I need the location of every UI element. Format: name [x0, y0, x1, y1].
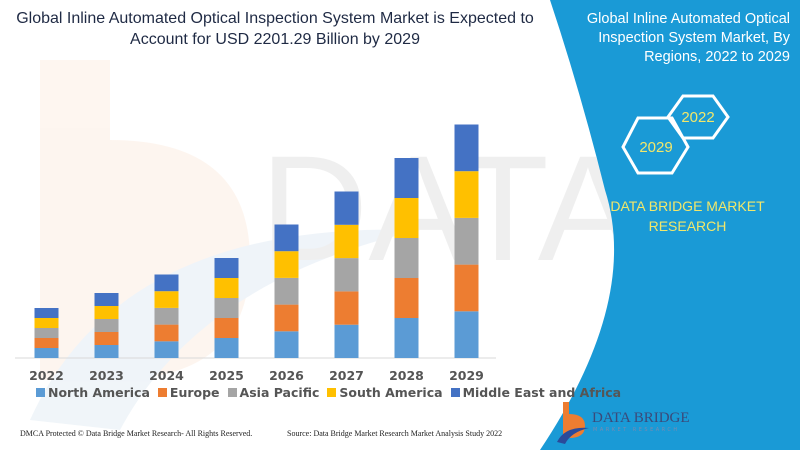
legend-item: South America	[327, 385, 443, 400]
bar-segment-2026-south-america	[274, 251, 299, 278]
hex-year-2022: 2022	[681, 109, 714, 126]
x-tick-label: 2025	[209, 368, 244, 383]
bar-segment-2024-south-america	[154, 291, 179, 308]
hex-badge-2029	[621, 116, 690, 175]
bar-segment-2022-south-america	[34, 318, 59, 328]
bar-segment-2029-south-america	[454, 171, 479, 218]
chart-title: Global Inline Automated Optical Inspecti…	[16, 10, 534, 48]
logo-text: DATA BRIDGE	[592, 410, 690, 426]
bar-segment-2024-north-america	[154, 341, 179, 358]
logo-subtext: MARKET RESEARCH	[593, 427, 680, 433]
legend-item: North America	[36, 385, 150, 400]
chart-legend: North America Europe Asia Pacific South Ame…	[36, 385, 621, 400]
x-tick-label: 2026	[269, 368, 304, 383]
bar-segment-2027-europe	[334, 291, 359, 325]
bar-segment-2029-asia-pacific	[454, 217, 479, 265]
bar-segment-2022-asia-pacific	[34, 328, 59, 338]
brand-text: DATA BRIDGE MARKET RESEARCH	[610, 198, 765, 234]
legend-label: North America	[48, 385, 150, 400]
bar-segment-2023-europe	[94, 332, 119, 345]
bar-segment-2022-north-america	[34, 348, 59, 358]
bar-segment-2024-europe	[154, 324, 179, 342]
legend-swatch	[450, 388, 460, 397]
bar-segment-2026-middle-east-and-africa	[274, 224, 299, 252]
side-panel-title: Global Inline Automated Optical Inspecti…	[586, 11, 790, 65]
x-tick-label: 2027	[329, 368, 364, 383]
legend-swatch	[36, 388, 45, 397]
bar-segment-2027-asia-pacific	[334, 258, 359, 292]
legend-item: Asia Pacific	[227, 385, 320, 400]
bar-segment-2023-north-america	[94, 345, 119, 358]
bar-segment-2025-south-america	[214, 278, 239, 298]
bar-segment-2029-middle-east-and-africa	[454, 124, 479, 172]
bar-segment-2028-europe	[394, 278, 419, 318]
legend-swatch	[157, 388, 167, 397]
x-tick-label: 2029	[449, 368, 484, 383]
bar-segment-2025-europe	[214, 318, 239, 338]
x-tick-label: 2022	[29, 368, 64, 383]
legend-label: Asia Pacific	[239, 385, 320, 400]
side-panel	[540, 0, 800, 450]
bar-segment-2025-north-america	[214, 338, 239, 358]
bar-segment-2023-asia-pacific	[94, 319, 119, 332]
bar-segment-2026-north-america	[274, 331, 299, 358]
bar-segment-2027-south-america	[334, 224, 359, 259]
bar-segment-2024-asia-pacific	[154, 307, 179, 325]
bar-segment-2026-asia-pacific	[274, 277, 299, 305]
data-bridge-logo-icon	[557, 402, 589, 444]
bar-segment-2025-asia-pacific	[214, 298, 239, 318]
legend-item: Middle East and Africa	[450, 385, 622, 400]
bar-segment-2028-south-america	[394, 198, 419, 238]
bar-segment-2023-south-america	[94, 306, 119, 319]
footer-copyright: DMCA Protected © Data Bridge Market Rese…	[20, 429, 253, 438]
bar-segment-2027-middle-east-and-africa	[334, 191, 359, 225]
bar-segment-2028-north-america	[394, 318, 419, 358]
legend-label: Europe	[169, 385, 220, 400]
x-tick-label: 2023	[89, 368, 124, 383]
legend-swatch	[227, 388, 237, 397]
legend-label: Middle East and Africa	[462, 385, 622, 400]
legend-label: South America	[339, 385, 443, 400]
bar-segment-2025-middle-east-and-africa	[214, 258, 239, 278]
bar-segment-2028-asia-pacific	[394, 238, 419, 278]
bar-segment-2026-europe	[274, 304, 299, 332]
hex-year-2029: 2029	[639, 139, 672, 156]
bar-segment-2022-europe	[34, 338, 59, 348]
legend-swatch	[327, 388, 337, 397]
legend-item: Europe	[157, 385, 220, 400]
bar-segment-2029-north-america	[454, 311, 479, 358]
bar-segment-2024-middle-east-and-africa	[154, 274, 179, 292]
bar-segment-2027-north-america	[334, 324, 359, 358]
bar-segment-2023-middle-east-and-africa	[94, 293, 119, 306]
x-tick-label: 2024	[149, 368, 184, 383]
x-tick-label: 2028	[389, 368, 424, 383]
bar-segment-2022-middle-east-and-africa	[34, 308, 59, 318]
footer-source: Source: Data Bridge Market Research Mark…	[287, 429, 503, 438]
bar-segment-2029-europe	[454, 264, 479, 312]
bar-segment-2028-middle-east-and-africa	[394, 158, 419, 198]
